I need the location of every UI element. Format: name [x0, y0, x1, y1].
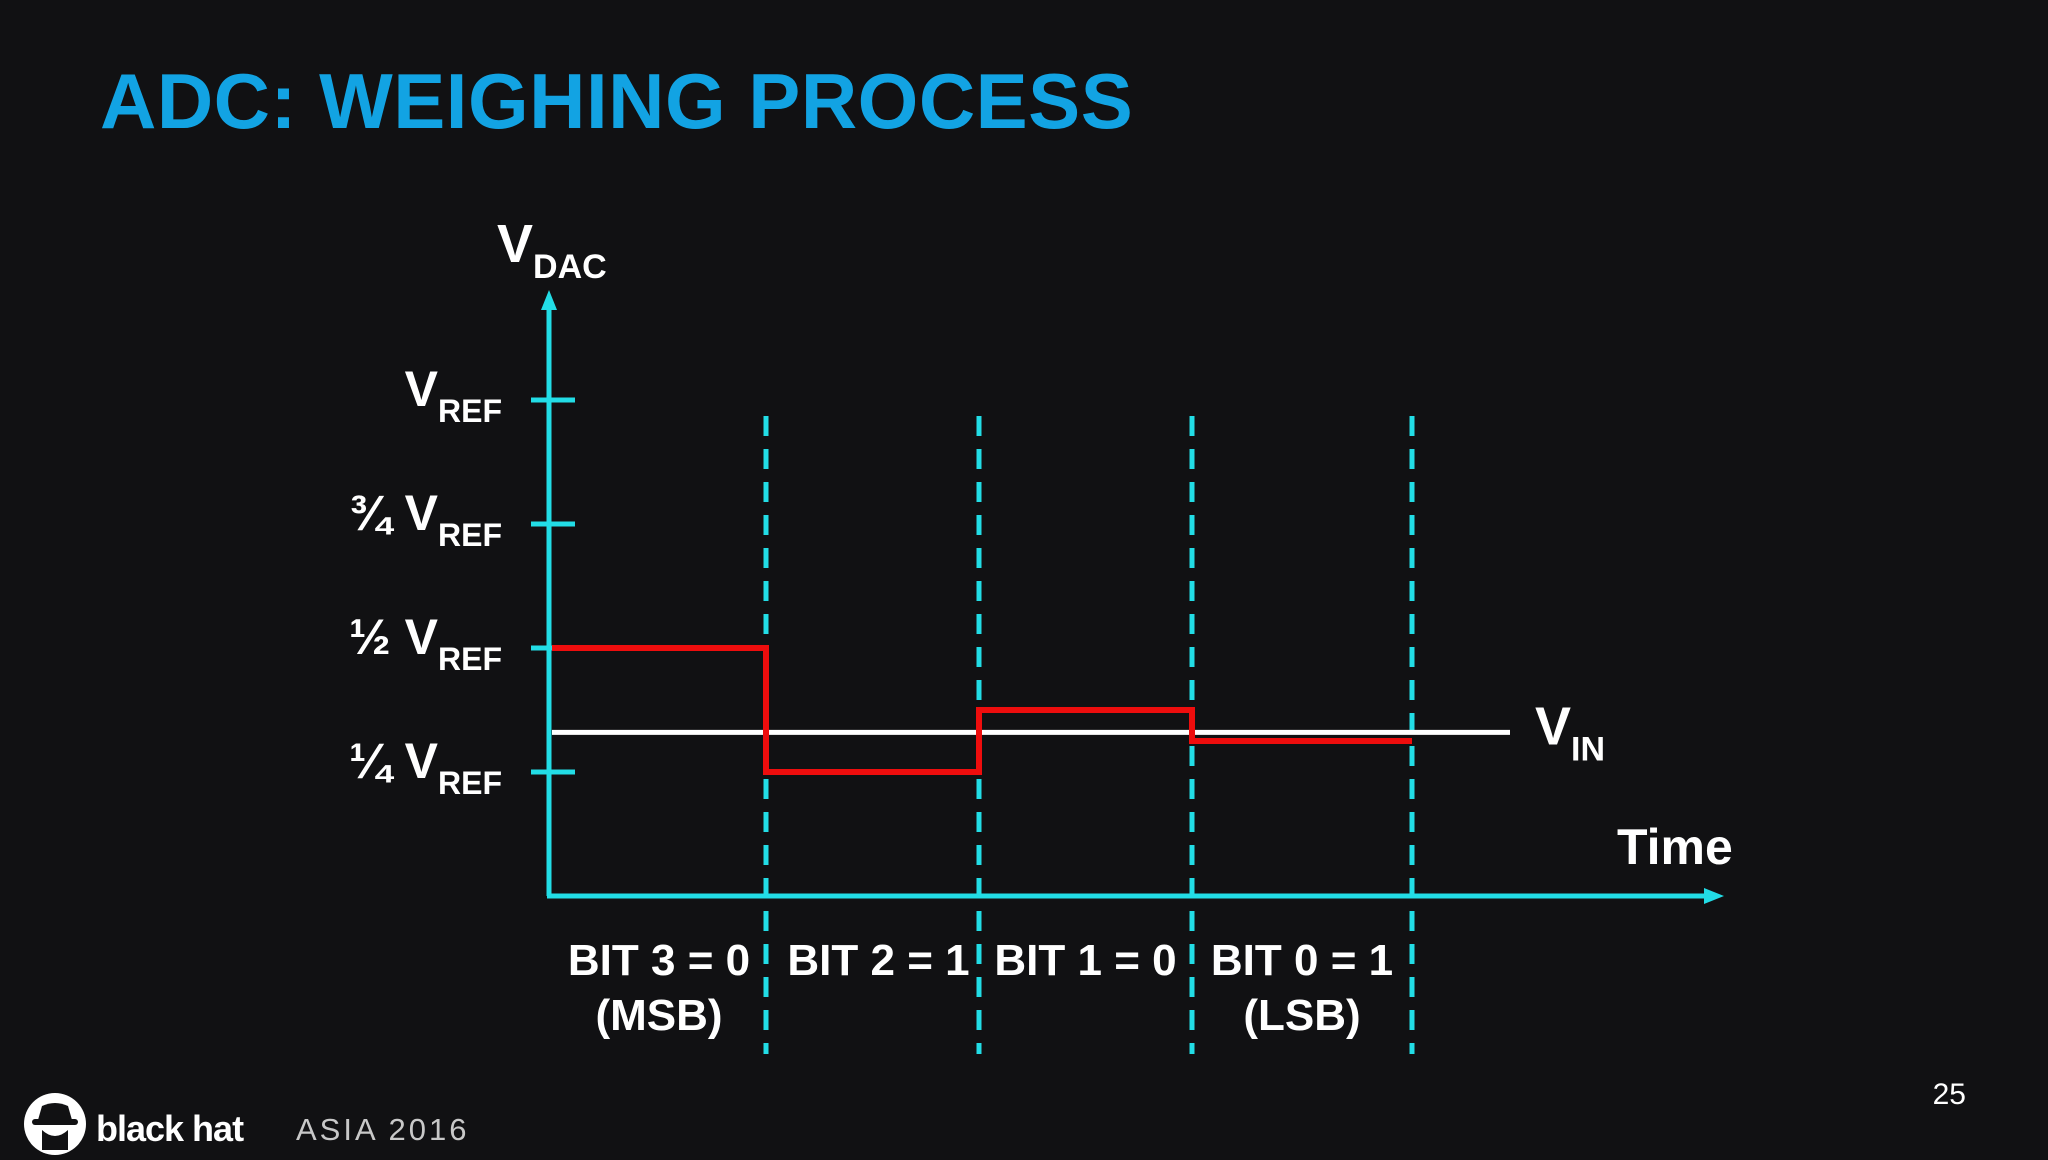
level-label: ¾ VREF	[349, 485, 502, 553]
level-label: ½ VREF	[349, 609, 502, 677]
spy-hat-icon	[24, 1093, 86, 1155]
vin-subscript: IN	[1571, 730, 1605, 768]
y-axis-title: VDAC	[497, 214, 607, 286]
y-axis-arrow	[541, 290, 557, 310]
level-label: ¼ VREF	[349, 733, 502, 801]
brand-name: black hat	[96, 1108, 244, 1149]
level-prefix: ½ V	[349, 609, 439, 665]
slide-title: ADC: WEIGHING PROCESS	[100, 57, 1134, 145]
level-prefix: V	[405, 361, 439, 417]
level-prefix: ¼ V	[349, 733, 439, 789]
dac-step-trace	[552, 645, 1412, 775]
step-label: BIT 0 = 1	[1211, 936, 1393, 985]
level-label: VREF	[405, 361, 502, 429]
step-label: BIT 2 = 1	[787, 936, 969, 985]
level-prefix: ¾ V	[349, 485, 439, 541]
level-subscript: REF	[438, 765, 502, 801]
brand-event: ASIA 2016	[296, 1112, 470, 1147]
bit-dividers	[763, 416, 1415, 1054]
y-axis-symbol: V	[497, 214, 533, 274]
step-labels: BIT 3 = 0 (MSB) BIT 2 = 1 BIT 1 = 0 BIT 0 = …	[568, 936, 1393, 1040]
step-sublabel: (MSB)	[595, 991, 722, 1040]
vin-symbol: V	[1535, 696, 1571, 756]
page-number: 25	[1932, 1078, 1966, 1111]
x-axis-arrow	[1704, 888, 1724, 904]
step-sublabel: (LSB)	[1243, 991, 1360, 1040]
level-subscript: REF	[438, 517, 502, 553]
level-subscript: REF	[438, 641, 502, 677]
step-label: BIT 1 = 0	[994, 936, 1176, 985]
level-subscript: REF	[438, 393, 502, 429]
step-label: BIT 3 = 0	[568, 936, 750, 985]
y-axis-subscript: DAC	[533, 248, 607, 286]
x-axis-label: Time	[1617, 819, 1733, 875]
vin-label: VIN	[1535, 696, 1605, 768]
